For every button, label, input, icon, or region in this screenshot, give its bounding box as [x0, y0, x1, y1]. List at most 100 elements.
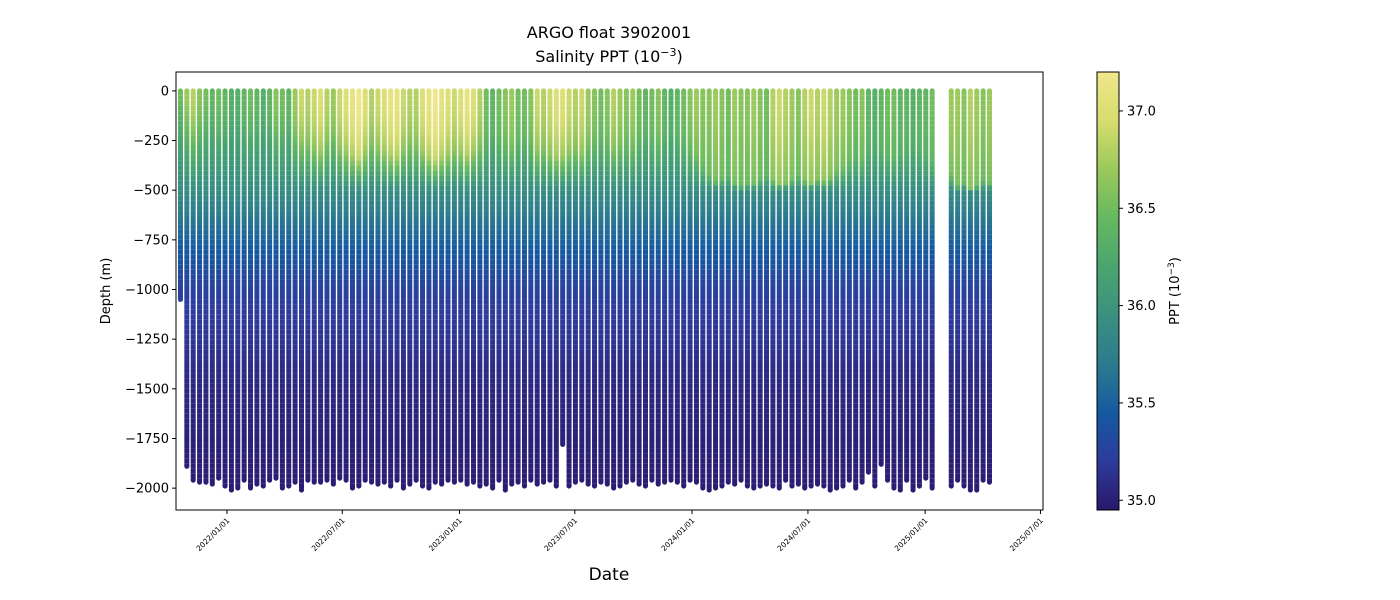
profile-point-top: [502, 88, 508, 94]
profile-point-bottom: [388, 483, 394, 489]
profile-point-bottom: [279, 485, 285, 491]
profile-point-bottom: [273, 475, 279, 481]
chart-subtitle-suffix: ): [677, 47, 683, 66]
profile: [273, 88, 279, 481]
profile-point-bottom: [407, 481, 413, 487]
profile: [241, 88, 247, 483]
profile: [470, 88, 476, 485]
profile-point-top: [490, 88, 496, 94]
profile: [496, 88, 502, 483]
profile: [337, 88, 343, 481]
profile-point-bottom: [305, 477, 311, 483]
profile-point-bottom: [209, 481, 215, 487]
chart-title: ARGO float 3902001: [527, 23, 691, 42]
profile-point-top: [337, 88, 343, 94]
profile: [190, 88, 196, 483]
profile-point-top: [470, 88, 476, 94]
profile-point-bottom: [362, 477, 368, 483]
profile: [375, 88, 381, 487]
profile: [349, 88, 355, 491]
profile-point-top: [458, 88, 464, 94]
profile: [267, 88, 273, 483]
profile-point-bottom: [470, 479, 476, 485]
profile-point-top: [528, 88, 534, 94]
profile-point-top: [432, 88, 438, 94]
profile-point-top: [184, 88, 190, 94]
profile-point-top: [254, 88, 260, 94]
profile-point-bottom: [228, 487, 234, 493]
profile-point-bottom: [369, 479, 375, 485]
profile: [318, 88, 324, 485]
profile-point-bottom: [260, 483, 266, 489]
profile: [445, 88, 451, 483]
profile-point-top: [407, 88, 413, 94]
profile: [184, 88, 190, 469]
profile-point-top: [496, 88, 502, 94]
profile: [432, 88, 438, 485]
profile: [515, 88, 521, 485]
profile: [248, 88, 254, 491]
profile: [502, 88, 508, 493]
profile: [254, 88, 260, 487]
profile-point-top: [311, 88, 317, 94]
profile: [216, 88, 222, 481]
profile: [286, 88, 292, 489]
profile-point-top: [509, 88, 515, 94]
profile-point-bottom: [337, 475, 343, 481]
profile-point-bottom: [483, 481, 489, 487]
profile: [235, 88, 241, 491]
profile-point-top: [248, 88, 254, 94]
profile-point-top: [222, 88, 228, 94]
profile: [490, 88, 496, 491]
profile: [483, 88, 489, 487]
profile: [305, 88, 311, 483]
profile-point-top: [330, 88, 336, 94]
profile-point-top: [400, 88, 406, 94]
profile: [356, 88, 362, 489]
profile: [458, 88, 464, 483]
profile-point-top: [381, 88, 387, 94]
profile: [439, 88, 445, 487]
profile-point-bottom: [381, 479, 387, 485]
profile-point-bottom: [292, 479, 298, 485]
profile-point-top: [521, 88, 527, 94]
profile-point-bottom: [528, 477, 534, 483]
profile-point-top: [534, 88, 540, 94]
profile-point-bottom: [490, 485, 496, 491]
profile: [177, 88, 183, 302]
profile-point-bottom: [502, 487, 508, 493]
profile: [222, 88, 228, 489]
profile-point-bottom: [248, 485, 254, 491]
profile-point-bottom: [222, 483, 228, 489]
profile-point-bottom: [356, 483, 362, 489]
profile-point-top: [343, 88, 349, 94]
profile-point-top: [553, 88, 559, 94]
profile-point-bottom: [413, 477, 419, 483]
profile-point-bottom: [451, 479, 457, 485]
profile-point-bottom: [432, 479, 438, 485]
profile-point-top: [203, 88, 209, 94]
profile: [420, 88, 426, 489]
profile-point-bottom: [445, 477, 451, 483]
profile: [521, 88, 527, 489]
profile-point-top: [464, 88, 470, 94]
profile-point-top: [356, 88, 362, 94]
profile-point-top: [426, 88, 432, 94]
profile-point-top: [388, 88, 394, 94]
profile-point-bottom: [553, 483, 559, 489]
profile: [197, 88, 203, 485]
profile-point-bottom: [330, 481, 336, 487]
profile: [560, 88, 566, 447]
profile-point-top: [394, 88, 400, 94]
profile: [330, 88, 336, 487]
profile: [413, 88, 419, 483]
profile-point-top: [375, 88, 381, 94]
profile-point-top: [451, 88, 457, 94]
profile-point-top: [318, 88, 324, 94]
profile-point-top: [260, 88, 266, 94]
chart-subtitle-exponent: −3: [660, 46, 676, 59]
profile-point-top: [362, 88, 368, 94]
profile-point-top: [209, 88, 215, 94]
profile-point-top: [292, 88, 298, 94]
profile: [388, 88, 394, 489]
